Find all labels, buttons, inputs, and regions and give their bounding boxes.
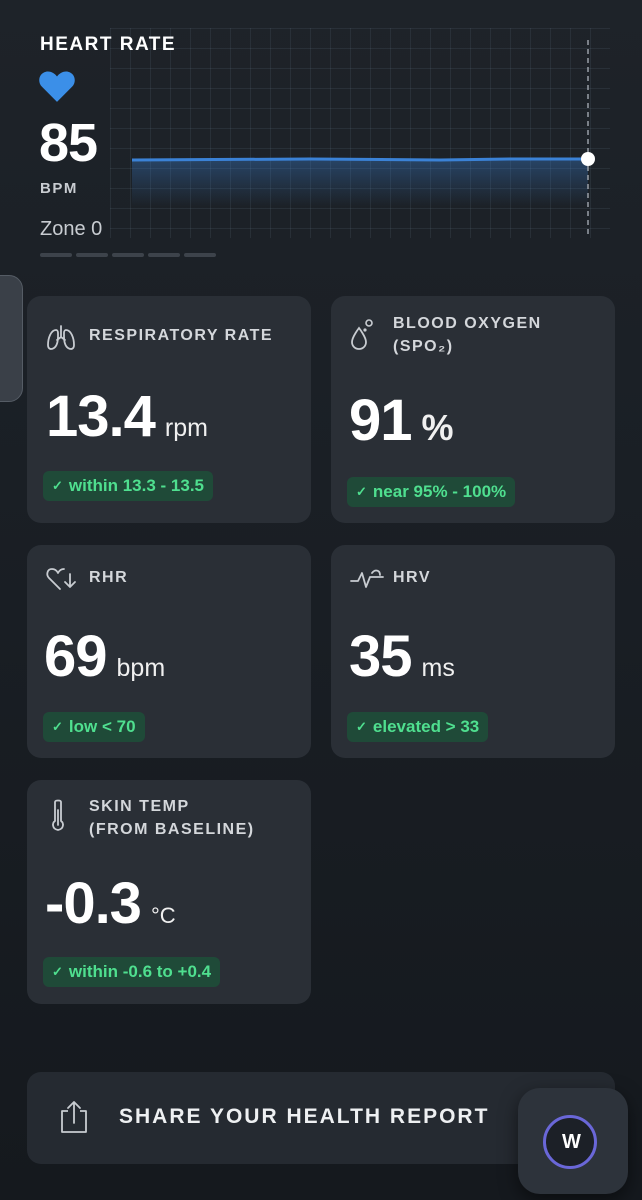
value-unit: °C — [150, 903, 176, 928]
label-line: (FROM BASELINE) — [89, 821, 255, 838]
hr-line-glow — [132, 160, 588, 206]
status-text: elevated > 33 — [372, 717, 480, 736]
respiratory-rate-label: RESPIRATORY RATE — [89, 327, 274, 344]
check-icon: ✓ — [52, 719, 63, 734]
heart-down-icon — [46, 568, 76, 590]
lungs-icon — [47, 325, 75, 350]
fab-letter: W — [562, 1130, 581, 1153]
check-icon: ✓ — [52, 478, 63, 493]
label-line: SKIN TEMP — [89, 798, 190, 815]
zone-bars — [40, 253, 216, 257]
rhr-value: 69 bpm — [44, 628, 165, 686]
hrv-card[interactable]: HRV 35 ms ✓ elevated > 33 — [331, 545, 615, 758]
hr-chart — [131, 40, 595, 236]
blood-oxygen-card[interactable]: BLOOD OXYGEN (SPO₂) 91% ✓ near 95% - 100% — [331, 296, 615, 523]
value-number: 13.4 — [46, 384, 156, 449]
rhr-status-badge: ✓ low < 70 — [43, 712, 145, 742]
blood-oxygen-label: BLOOD OXYGEN (SPO₂) — [393, 312, 542, 358]
value-unit: ms — [421, 654, 455, 682]
label-line: (SPO₂) — [393, 338, 454, 355]
rhr-label: RHR — [89, 569, 129, 586]
label-line: BLOOD OXYGEN — [393, 315, 542, 332]
check-icon: ✓ — [52, 964, 63, 979]
status-text: within 13.3 - 13.5 — [68, 476, 205, 495]
skin-temp-status-badge: ✓ within -0.6 to +0.4 — [43, 957, 221, 987]
share-label: SHARE YOUR HEALTH REPORT — [119, 1105, 490, 1128]
value-unit: bpm — [116, 654, 166, 682]
heart-rate-section: HEART RATE 85 BPM Zone 0 — [0, 0, 642, 275]
zone-bar — [112, 253, 144, 257]
skin-temp-label: SKIN TEMP (FROM BASELINE) — [89, 795, 255, 841]
skin-temp-card[interactable]: SKIN TEMP (FROM BASELINE) -0.3 °C ✓ within … — [27, 780, 311, 1004]
share-health-report-button[interactable]: SHARE YOUR HEALTH REPORT — [27, 1072, 615, 1164]
share-upload-icon — [61, 1101, 87, 1133]
whoop-fab-button[interactable]: W — [518, 1088, 628, 1194]
status-text: within -0.6 to +0.4 — [68, 962, 212, 981]
value-number: 69 — [44, 624, 108, 689]
skin-temp-value: -0.3 °C — [45, 875, 176, 933]
zone-bar — [148, 253, 180, 257]
check-icon: ✓ — [356, 719, 367, 734]
value-number: -0.3 — [45, 871, 142, 936]
hr-zone: Zone 0 — [40, 218, 103, 240]
blood-oxygen-value: 91% — [349, 392, 454, 450]
respiratory-rate-card[interactable]: RESPIRATORY RATE 13.4 rpm ✓ within 13.3 - … — [27, 296, 311, 523]
zone-bar — [184, 253, 216, 257]
hr-line — [131, 157, 588, 162]
hrv-status-badge: ✓ elevated > 33 — [347, 712, 489, 742]
status-text: low < 70 — [68, 717, 136, 736]
hr-unit: BPM — [40, 180, 78, 197]
blood-oxygen-status-badge: ✓ near 95% - 100% — [347, 477, 516, 507]
hr-current-point — [581, 152, 595, 166]
heartbeat-wave-icon — [350, 569, 384, 588]
respiratory-rate-value: 13.4 rpm — [46, 388, 208, 446]
value-unit: % — [421, 407, 454, 448]
respiratory-status-badge: ✓ within 13.3 - 13.5 — [43, 471, 214, 501]
zone-bar — [40, 253, 72, 257]
hrv-label: HRV — [393, 569, 431, 586]
hr-value: 85 — [39, 113, 98, 173]
value-unit: rpm — [164, 414, 208, 442]
thermometer-icon — [52, 799, 64, 831]
hr-title: HEART RATE — [40, 34, 177, 55]
value-number: 35 — [349, 624, 413, 689]
droplet-icon — [351, 319, 373, 350]
hrv-value: 35 ms — [349, 628, 455, 686]
whoop-logo-icon: W — [543, 1115, 597, 1169]
status-text: near 95% - 100% — [372, 482, 507, 501]
heart-icon — [39, 71, 75, 102]
side-panel-handle[interactable] — [0, 275, 23, 402]
rhr-card[interactable]: RHR 69 bpm ✓ low < 70 — [27, 545, 311, 758]
zone-bar — [76, 253, 108, 257]
value-number: 91 — [349, 388, 413, 453]
check-icon: ✓ — [356, 484, 367, 499]
